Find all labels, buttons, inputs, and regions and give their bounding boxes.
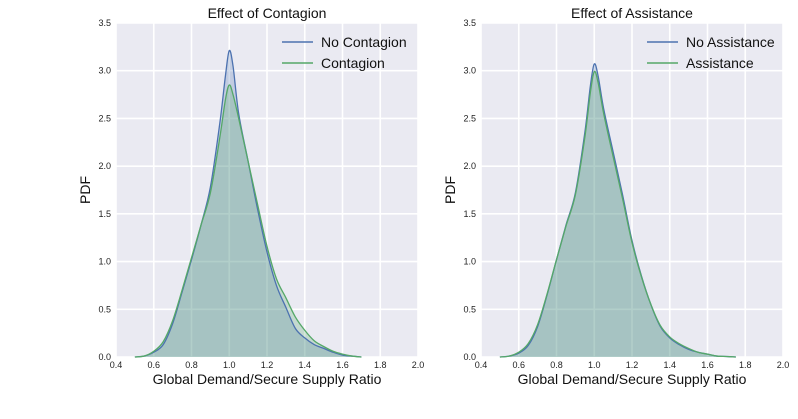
series-fill-1 <box>134 50 362 358</box>
chart-title: Effect of Assistance <box>571 5 693 21</box>
chart-title: Effect of Contagion <box>208 5 327 21</box>
y-tick-label: 2.5 <box>463 113 476 123</box>
y-tick-label: 3.0 <box>98 66 111 76</box>
series-fill-2 <box>134 84 362 358</box>
legend-label: Assistance <box>686 55 754 71</box>
y-tick-label: 2.5 <box>98 113 111 123</box>
x-tick-label: 1.8 <box>739 360 752 370</box>
x-tick-label: 2.0 <box>412 360 425 370</box>
y-tick-label: 3.5 <box>463 18 476 28</box>
y-tick-label: 1.0 <box>98 257 111 267</box>
x-tick-label: 0.8 <box>550 360 563 370</box>
x-tick-label: 1.2 <box>626 360 639 370</box>
x-tick-label: 1.0 <box>588 360 601 370</box>
y-axis-label: PDF <box>442 176 458 204</box>
y-tick-label: 1.0 <box>463 257 476 267</box>
y-tick-label: 0.5 <box>463 304 476 314</box>
y-axis-label: PDF <box>77 176 93 204</box>
y-tick-label: 3.0 <box>463 66 476 76</box>
x-tick-label: 1.8 <box>374 360 387 370</box>
legend-item-2: Contagion <box>282 55 385 71</box>
y-tick-label: 0.0 <box>463 352 476 362</box>
series-fill-2 <box>499 71 736 357</box>
x-axis-label: Global Demand/Secure Supply Ratio <box>153 371 382 387</box>
legend-label: Contagion <box>321 55 385 71</box>
x-tick-label: 1.4 <box>298 360 311 370</box>
y-tick-label: 0.0 <box>98 352 111 362</box>
series-line-2 <box>134 84 362 358</box>
legend-label: No Contagion <box>321 34 407 50</box>
x-tick-label: 0.4 <box>110 360 123 370</box>
legend-item-2: Assistance <box>647 55 754 71</box>
x-tick-label: 1.6 <box>701 360 714 370</box>
y-tick-label: 0.5 <box>98 304 111 314</box>
x-tick-label: 1.2 <box>261 360 274 370</box>
y-tick-label: 2.0 <box>463 161 476 171</box>
x-tick-label: 0.8 <box>185 360 198 370</box>
series-fill-1 <box>499 63 736 358</box>
x-tick-label: 0.6 <box>512 360 525 370</box>
legend-item-1: No Contagion <box>282 34 407 50</box>
y-tick-label: 3.5 <box>98 18 111 28</box>
x-tick-label: 1.4 <box>663 360 676 370</box>
chart-panel-2: 0.4 0.6 0.8 1.0 1.2 1.4 1.6 1.8 2.0 0.0 0.5 1.0 1.5 2… <box>442 5 789 387</box>
y-tick-label: 2.0 <box>98 161 111 171</box>
x-axis-label: Global Demand/Secure Supply Ratio <box>518 371 747 387</box>
legend-label: No Assistance <box>686 34 775 50</box>
series-line-2 <box>499 70 736 358</box>
series-line-1 <box>134 49 362 358</box>
y-tick-label: 1.5 <box>463 209 476 219</box>
x-tick-label: 1.0 <box>223 360 236 370</box>
x-tick-label: 0.6 <box>147 360 160 370</box>
y-tick-label: 1.5 <box>98 209 111 219</box>
x-tick-label: 2.0 <box>777 360 790 370</box>
x-tick-label: 1.6 <box>336 360 349 370</box>
x-tick-label: 0.4 <box>475 360 488 370</box>
chart-panel-1: 0.4 0.6 0.8 1.0 1.2 1.4 1.6 1.8 2.0 0.0 0.5 1.0 1.5 2… <box>77 5 424 387</box>
legend-item-1: No Assistance <box>647 34 775 50</box>
